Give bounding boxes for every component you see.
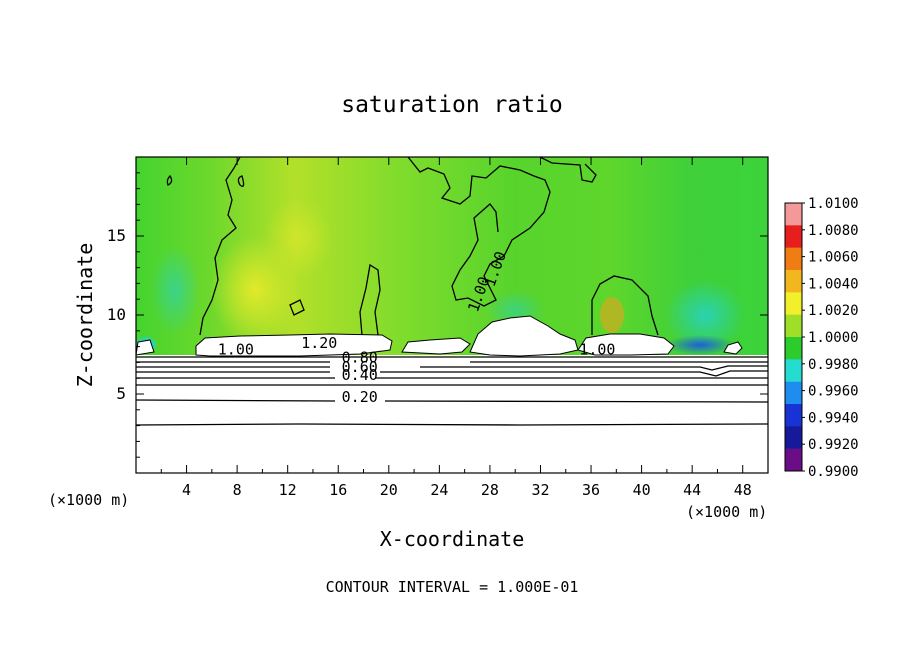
colorbar-label: 0.9940 <box>808 410 859 426</box>
field-yellow-area <box>263 198 333 278</box>
y-axis-label: Z-coordinate <box>73 243 97 388</box>
cloud-band <box>577 333 675 356</box>
x-tick-label: 20 <box>380 481 398 499</box>
chart-title: saturation ratio <box>341 92 563 118</box>
field-blue-area <box>665 335 735 355</box>
x-tick-label: 36 <box>582 481 600 499</box>
colorbar: 1.0100 1.0080 1.0060 1.0040 1.0020 1.0000 0.99… <box>784 196 859 480</box>
colorbar-segment <box>785 359 802 382</box>
field-cyan-area <box>150 245 200 335</box>
colorbar-label: 1.0040 <box>808 276 859 292</box>
colorbar-segment <box>785 337 802 360</box>
colorbar-segment <box>785 426 802 449</box>
x-tick-label: 32 <box>531 481 549 499</box>
colorbar-label: 1.0000 <box>808 330 859 346</box>
x-tick-label: 48 <box>734 481 752 499</box>
x-tick-label: 16 <box>329 481 347 499</box>
contour-label: 1.00 <box>218 341 254 359</box>
contour-label: 0.60 <box>342 358 378 376</box>
contour-label: 1.20 <box>301 334 337 352</box>
x-tick-label: 8 <box>233 481 242 499</box>
colorbar-segment <box>785 448 802 472</box>
x-unit-label-right: (×1000 m) <box>686 503 767 521</box>
colorbar-segment <box>785 270 802 293</box>
contour-label: 0.20 <box>342 388 378 406</box>
contour-lines-upper <box>166 157 659 336</box>
cloud-band <box>195 333 393 357</box>
y-tick-label: 15 <box>107 226 126 245</box>
contour-label: 1.00 <box>579 341 615 359</box>
colorbar-segment <box>785 404 802 427</box>
contour-interval-note: CONTOUR INTERVAL = 1.000E-01 <box>326 578 579 596</box>
colorbar-label: 1.0020 <box>808 303 859 319</box>
cloud-band <box>469 315 579 357</box>
x-tick-label: 40 <box>633 481 651 499</box>
plot-area <box>136 157 768 473</box>
colorbar-label: 1.0080 <box>808 223 859 239</box>
colorbar-label: 0.9980 <box>808 357 859 373</box>
colorbar-segment <box>785 203 802 226</box>
y-axis: 5 10 15 <box>107 172 768 458</box>
colorbar-label: 0.9920 <box>808 437 859 453</box>
x-tick-label: 4 <box>182 481 191 499</box>
field-yellow-area <box>600 297 624 333</box>
colorbar-label: 0.9900 <box>808 464 859 480</box>
colorbar-segment <box>785 225 802 248</box>
x-tick-label: 28 <box>481 481 499 499</box>
x-tick-label: 24 <box>430 481 448 499</box>
x-unit-label: (×1000 m) <box>48 491 129 509</box>
y-tick-label: 5 <box>116 384 126 403</box>
contour-lines-lower <box>136 356 768 426</box>
contour-label: 0.80 <box>342 348 378 366</box>
field-cyan-area <box>665 280 745 350</box>
colorbar-label: 1.0060 <box>808 250 859 266</box>
contour-label: 0.40 <box>342 366 378 384</box>
colorbar-segment <box>785 314 802 338</box>
x-tick-label: 44 <box>683 481 701 499</box>
x-axis-label: X-coordinate <box>380 527 525 551</box>
colorbar-label: 1.0100 <box>808 196 859 212</box>
y-tick-label: 10 <box>107 305 126 324</box>
colorbar-segment <box>785 247 802 271</box>
colorbar-segment <box>785 381 802 405</box>
cloud-band <box>401 337 471 355</box>
x-axis: 4 8 12 16 20 24 28 32 36 40 44 48 <box>160 157 752 499</box>
cloud-band <box>723 341 743 355</box>
field-lower <box>136 355 768 473</box>
x-tick-label: 12 <box>279 481 297 499</box>
colorbar-label: 0.9960 <box>808 384 859 400</box>
colorbar-segment <box>785 292 802 315</box>
